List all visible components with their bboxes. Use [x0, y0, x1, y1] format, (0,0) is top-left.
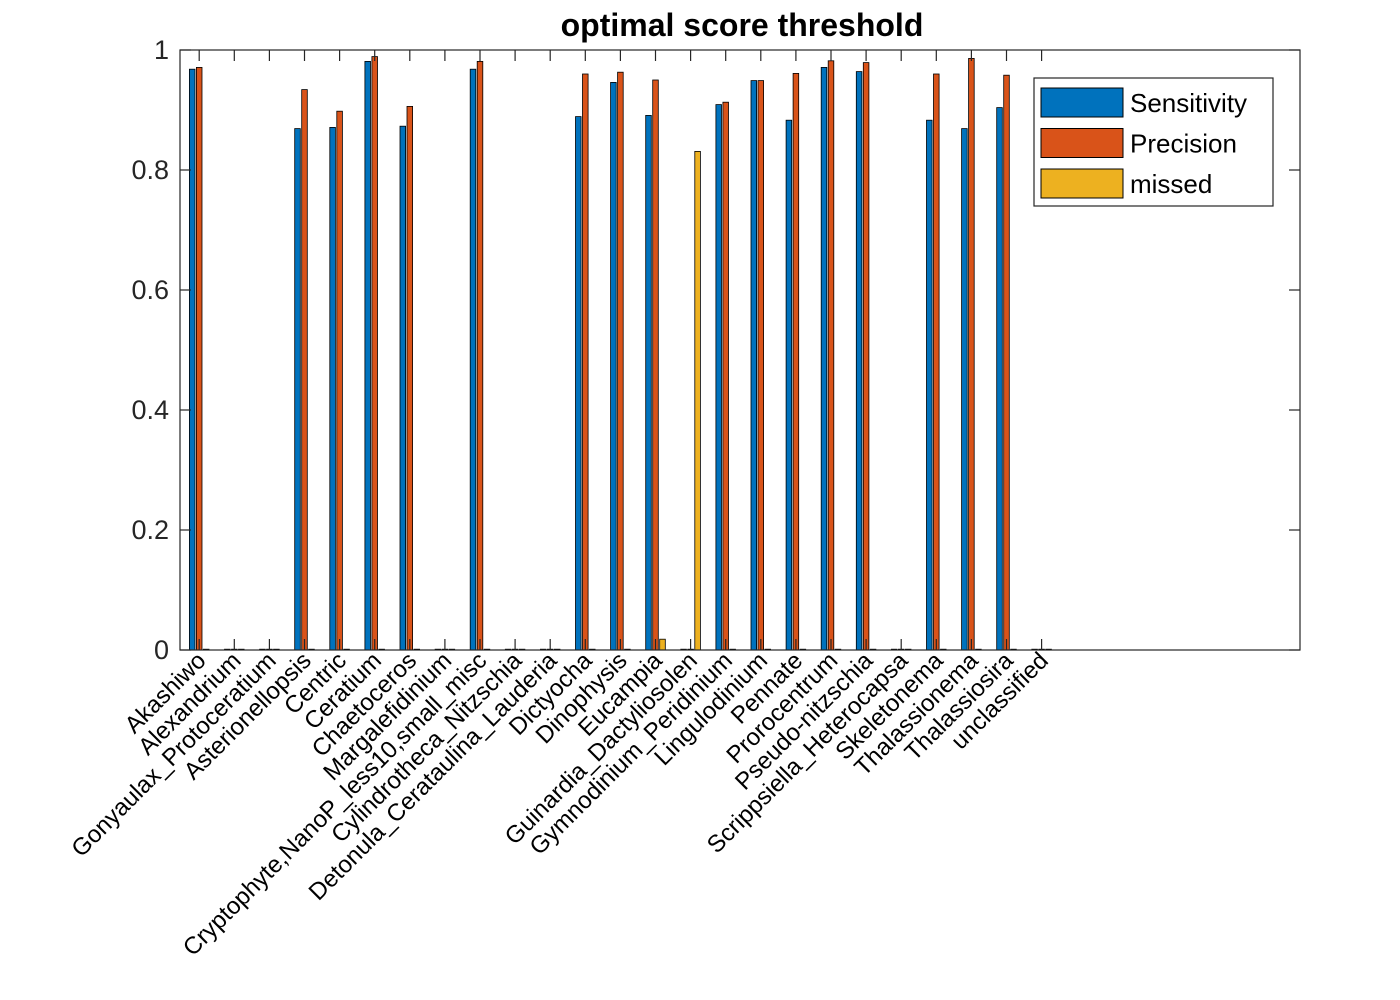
bar-sensitivity	[785, 119, 793, 651]
bar-sensitivity	[469, 68, 477, 651]
bar-precision	[195, 67, 203, 651]
bar-precision	[476, 61, 484, 651]
y-tick-label: 0.8	[131, 155, 169, 185]
bar-precision	[757, 80, 764, 651]
legend-swatch-sensitivity	[1040, 87, 1124, 118]
bar-sensitivity	[996, 107, 1003, 651]
legend-label-precision: Precision	[1130, 129, 1237, 159]
bar-sensitivity	[855, 71, 863, 651]
legend-label-sensitivity: Sensitivity	[1130, 88, 1247, 118]
bar-sensitivity	[750, 80, 757, 651]
bar-precision	[336, 110, 343, 651]
bar-precision	[371, 56, 378, 651]
bar-sensitivity	[820, 67, 828, 651]
y-tick-label: 0.6	[131, 275, 169, 305]
bar-precision	[968, 58, 975, 651]
bar-sensitivity	[575, 116, 582, 651]
bar-sensitivity	[926, 119, 933, 651]
chart-title: optimal score threshold	[561, 7, 924, 43]
bar-sensitivity	[364, 61, 371, 651]
y-tick-label: 1	[154, 35, 169, 65]
bar-precision	[617, 71, 624, 651]
bar-sensitivity	[329, 127, 336, 651]
legend-swatch-precision	[1040, 128, 1124, 158]
bar-precision	[862, 62, 870, 651]
bar-sensitivity	[294, 128, 301, 651]
legend: Sensitivity Precision missed	[1033, 77, 1274, 207]
y-tick-label: 0.4	[131, 395, 169, 425]
bar-precision	[1003, 74, 1010, 651]
y-tick-label: 0	[154, 635, 169, 665]
bar-precision	[301, 89, 308, 651]
bar-precision	[827, 60, 835, 651]
bar-sensitivity	[645, 115, 652, 651]
bar-precision	[406, 106, 413, 651]
plot-area-border	[179, 49, 1301, 651]
bar-sensitivity	[715, 104, 722, 651]
bar-precision	[722, 101, 729, 651]
bar-sensitivity	[399, 125, 406, 651]
bar-precision	[792, 73, 800, 651]
bar-precision	[652, 79, 659, 651]
legend-label-missed: missed	[1130, 169, 1212, 199]
bar-sensitivity	[188, 68, 196, 651]
bar-missed	[659, 638, 666, 651]
bar-sensitivity	[961, 128, 968, 651]
bar-precision	[933, 73, 940, 651]
y-tick-label: 0.2	[131, 515, 169, 545]
bar-sensitivity	[610, 82, 617, 651]
bar-precision	[582, 73, 589, 651]
legend-swatch-missed	[1040, 168, 1124, 199]
bar-missed	[694, 150, 701, 651]
